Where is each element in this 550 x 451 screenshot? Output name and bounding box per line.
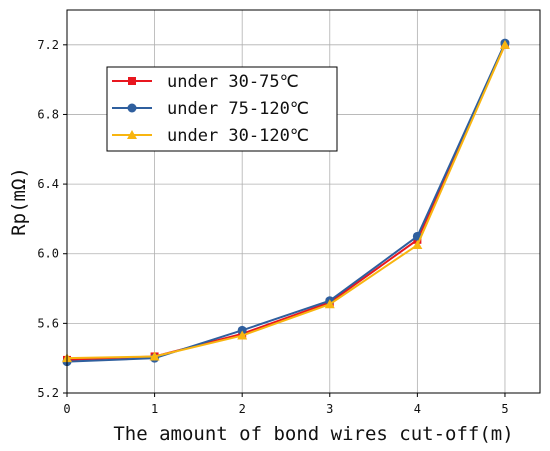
legend-label: under 30-120℃ — [167, 126, 309, 146]
data-point — [499, 39, 510, 49]
axis-ticks: 0 1 2 3 4 5 5.2 5.6 6.0 6.4 6.8 7.2 — [37, 38, 508, 416]
series-3 — [62, 39, 510, 363]
x-tick-label: 3 — [326, 402, 333, 416]
y-tick-label: 6.0 — [37, 247, 59, 261]
series-lines — [62, 38, 510, 367]
series-line — [66, 44, 506, 360]
legend-marker — [127, 103, 137, 113]
legend-item: under 30-120℃ — [112, 126, 309, 146]
data-point — [149, 351, 160, 361]
series-line — [66, 42, 506, 363]
data-point — [237, 325, 247, 335]
y-axis-title: Rp(mΩ) — [8, 167, 30, 236]
y-tick-label: 5.2 — [37, 386, 59, 400]
y-tick-label: 6.8 — [37, 107, 59, 121]
x-tick-label: 1 — [151, 402, 158, 416]
x-axis-title: The amount of bond wires cut-off(m) — [113, 423, 513, 445]
y-tick-label: 5.6 — [37, 316, 59, 330]
x-tick-label: 0 — [63, 402, 70, 416]
data-point — [324, 299, 335, 309]
plot-frame — [66, 9, 541, 394]
legend: under 30-75℃ under 75-120℃ under 30-120℃ — [106, 66, 338, 152]
data-point — [237, 330, 248, 340]
legend-item: under 75-120℃ — [112, 99, 309, 119]
legend-label: under 30-75℃ — [167, 72, 299, 92]
legend-marker — [128, 77, 136, 85]
data-point — [412, 240, 423, 250]
x-tick-label: 4 — [414, 402, 421, 416]
legend-marker — [127, 130, 137, 139]
legend-label: under 75-120℃ — [167, 99, 309, 119]
x-tick-label: 5 — [501, 402, 508, 416]
legend-item: under 30-75℃ — [112, 72, 299, 92]
y-tick-label: 7.2 — [37, 38, 59, 52]
y-tick-label: 6.4 — [37, 177, 59, 191]
x-tick-label: 2 — [239, 402, 246, 416]
